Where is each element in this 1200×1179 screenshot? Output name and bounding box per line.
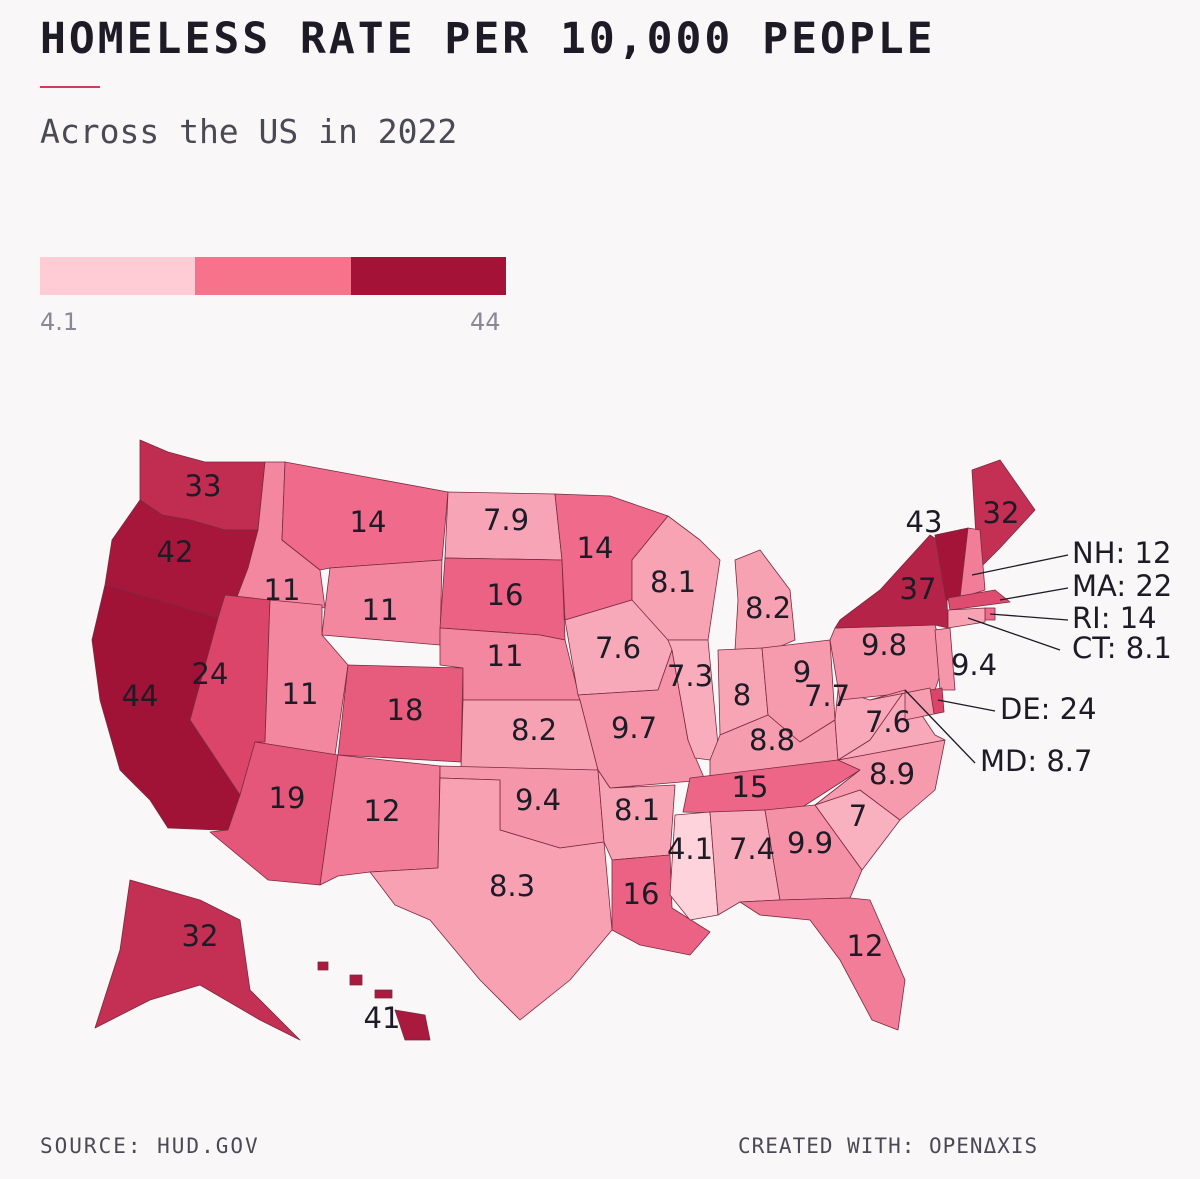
callout-label-md: MD: 8.7: [980, 744, 1092, 778]
state-ga[interactable]: [764, 804, 863, 901]
state-value-label-or: 42: [157, 535, 194, 569]
state-value-label-fl: 12: [847, 929, 884, 963]
state-value-label-ga: 9.9: [787, 826, 833, 860]
state-value-label-sd: 16: [487, 578, 524, 612]
state-nh[interactable]: [959, 527, 986, 599]
state-ms[interactable]: [669, 811, 719, 921]
state-ut[interactable]: [254, 599, 349, 756]
callout-label-ma: MA: 22: [1072, 569, 1172, 603]
state-value-label-ms: 4.1: [667, 832, 713, 866]
state-value-label-ia: 7.6: [595, 631, 641, 665]
state-ct[interactable]: [947, 607, 986, 629]
state-value-label-nj: 9.4: [951, 648, 997, 682]
chart-title: HOMELESS RATE PER 10,000 PEOPLE: [40, 14, 936, 64]
legend-min-label: 4.1: [40, 308, 79, 336]
legend-swatch-high: [350, 257, 506, 295]
callout-label-de: DE: 24: [1000, 692, 1097, 726]
state-la[interactable]: [611, 854, 711, 956]
state-il[interactable]: [667, 639, 719, 761]
state-value-label-oh: 9: [793, 655, 811, 689]
state-value-label-in: 8: [733, 678, 751, 712]
state-value-label-id: 11: [264, 573, 301, 607]
state-value-label-wv: 7.7: [804, 679, 850, 713]
callout-leader-nh: [971, 554, 1069, 576]
state-value-label-wi: 8.1: [650, 565, 696, 599]
state-value-label-mo: 9.7: [611, 711, 657, 745]
state-ma[interactable]: [947, 589, 1011, 611]
callout-leader-ct: [967, 617, 1061, 651]
callout-leader-ma: [999, 587, 1069, 601]
state-tn[interactable]: [682, 759, 861, 816]
state-value-label-il: 7.3: [667, 659, 713, 693]
state-value-label-va: 7.6: [865, 705, 911, 739]
source-note: SOURCE: HUD.GOV: [40, 1134, 260, 1158]
state-value-label-sc: 7: [849, 799, 867, 833]
title-accent-rule: [40, 86, 100, 88]
state-value-label-mn: 14: [577, 531, 614, 565]
state-value-label-ks: 8.2: [511, 713, 557, 747]
state-value-label-al: 7.4: [729, 832, 775, 866]
legend-swatch-low: [40, 257, 196, 295]
state-value-label-tn: 15: [732, 770, 769, 804]
state-value-label-nm: 12: [364, 794, 401, 828]
state-value-label-ok: 9.4: [515, 783, 561, 817]
callout-label-ct: CT: 8.1: [1072, 631, 1172, 665]
state-value-label-hi: 41: [364, 1001, 401, 1035]
state-nj[interactable]: [934, 627, 956, 691]
state-value-label-ne: 11: [487, 639, 524, 673]
legend-swatch-mid: [195, 257, 351, 295]
state-fl[interactable]: [739, 897, 906, 1031]
color-legend: [40, 257, 506, 295]
callout-leader-md: [904, 689, 976, 764]
state-value-label-az: 19: [269, 781, 306, 815]
state-value-label-wy: 11: [362, 593, 399, 627]
state-value-label-ut: 11: [282, 677, 319, 711]
state-value-label-la: 16: [623, 877, 660, 911]
callout-label-nh: NH: 12: [1072, 536, 1171, 570]
callout-label-ri: RI: 14: [1072, 601, 1157, 635]
state-value-label-nv: 24: [192, 657, 229, 691]
state-md[interactable]: [869, 687, 935, 721]
callout-leader-ri: [989, 613, 1069, 621]
state-ak[interactable]: [94, 879, 301, 1041]
state-value-label-vt: 43: [906, 505, 943, 539]
state-value-label-pa: 9.8: [861, 628, 907, 662]
state-value-label-nd: 7.9: [483, 503, 529, 537]
state-value-label-tx: 8.3: [489, 869, 535, 903]
state-value-label-ak: 32: [182, 919, 219, 953]
state-value-label-me: 32: [983, 496, 1020, 530]
callout-leader-de: [937, 699, 996, 712]
state-value-label-ny: 37: [900, 572, 937, 606]
state-value-label-ky: 8.8: [749, 723, 795, 757]
state-nc[interactable]: [814, 739, 946, 821]
chart-subtitle: Across the US in 2022: [40, 112, 458, 151]
state-tx[interactable]: [369, 777, 613, 1021]
state-value-label-ca: 44: [122, 679, 159, 713]
state-value-label-nc: 8.9: [869, 757, 915, 791]
state-hi[interactable]: [317, 961, 431, 1041]
state-wy[interactable]: [321, 559, 443, 646]
legend-max-label: 44: [470, 308, 501, 336]
credit-note: CREATED WITH: OPENΔXIS: [738, 1134, 1039, 1158]
state-value-label-mi: 8.2: [745, 591, 791, 625]
state-value-label-ar: 8.1: [614, 793, 660, 827]
state-value-label-co: 18: [387, 693, 424, 727]
state-value-label-wa: 33: [185, 469, 222, 503]
state-value-label-mt: 14: [350, 505, 387, 539]
